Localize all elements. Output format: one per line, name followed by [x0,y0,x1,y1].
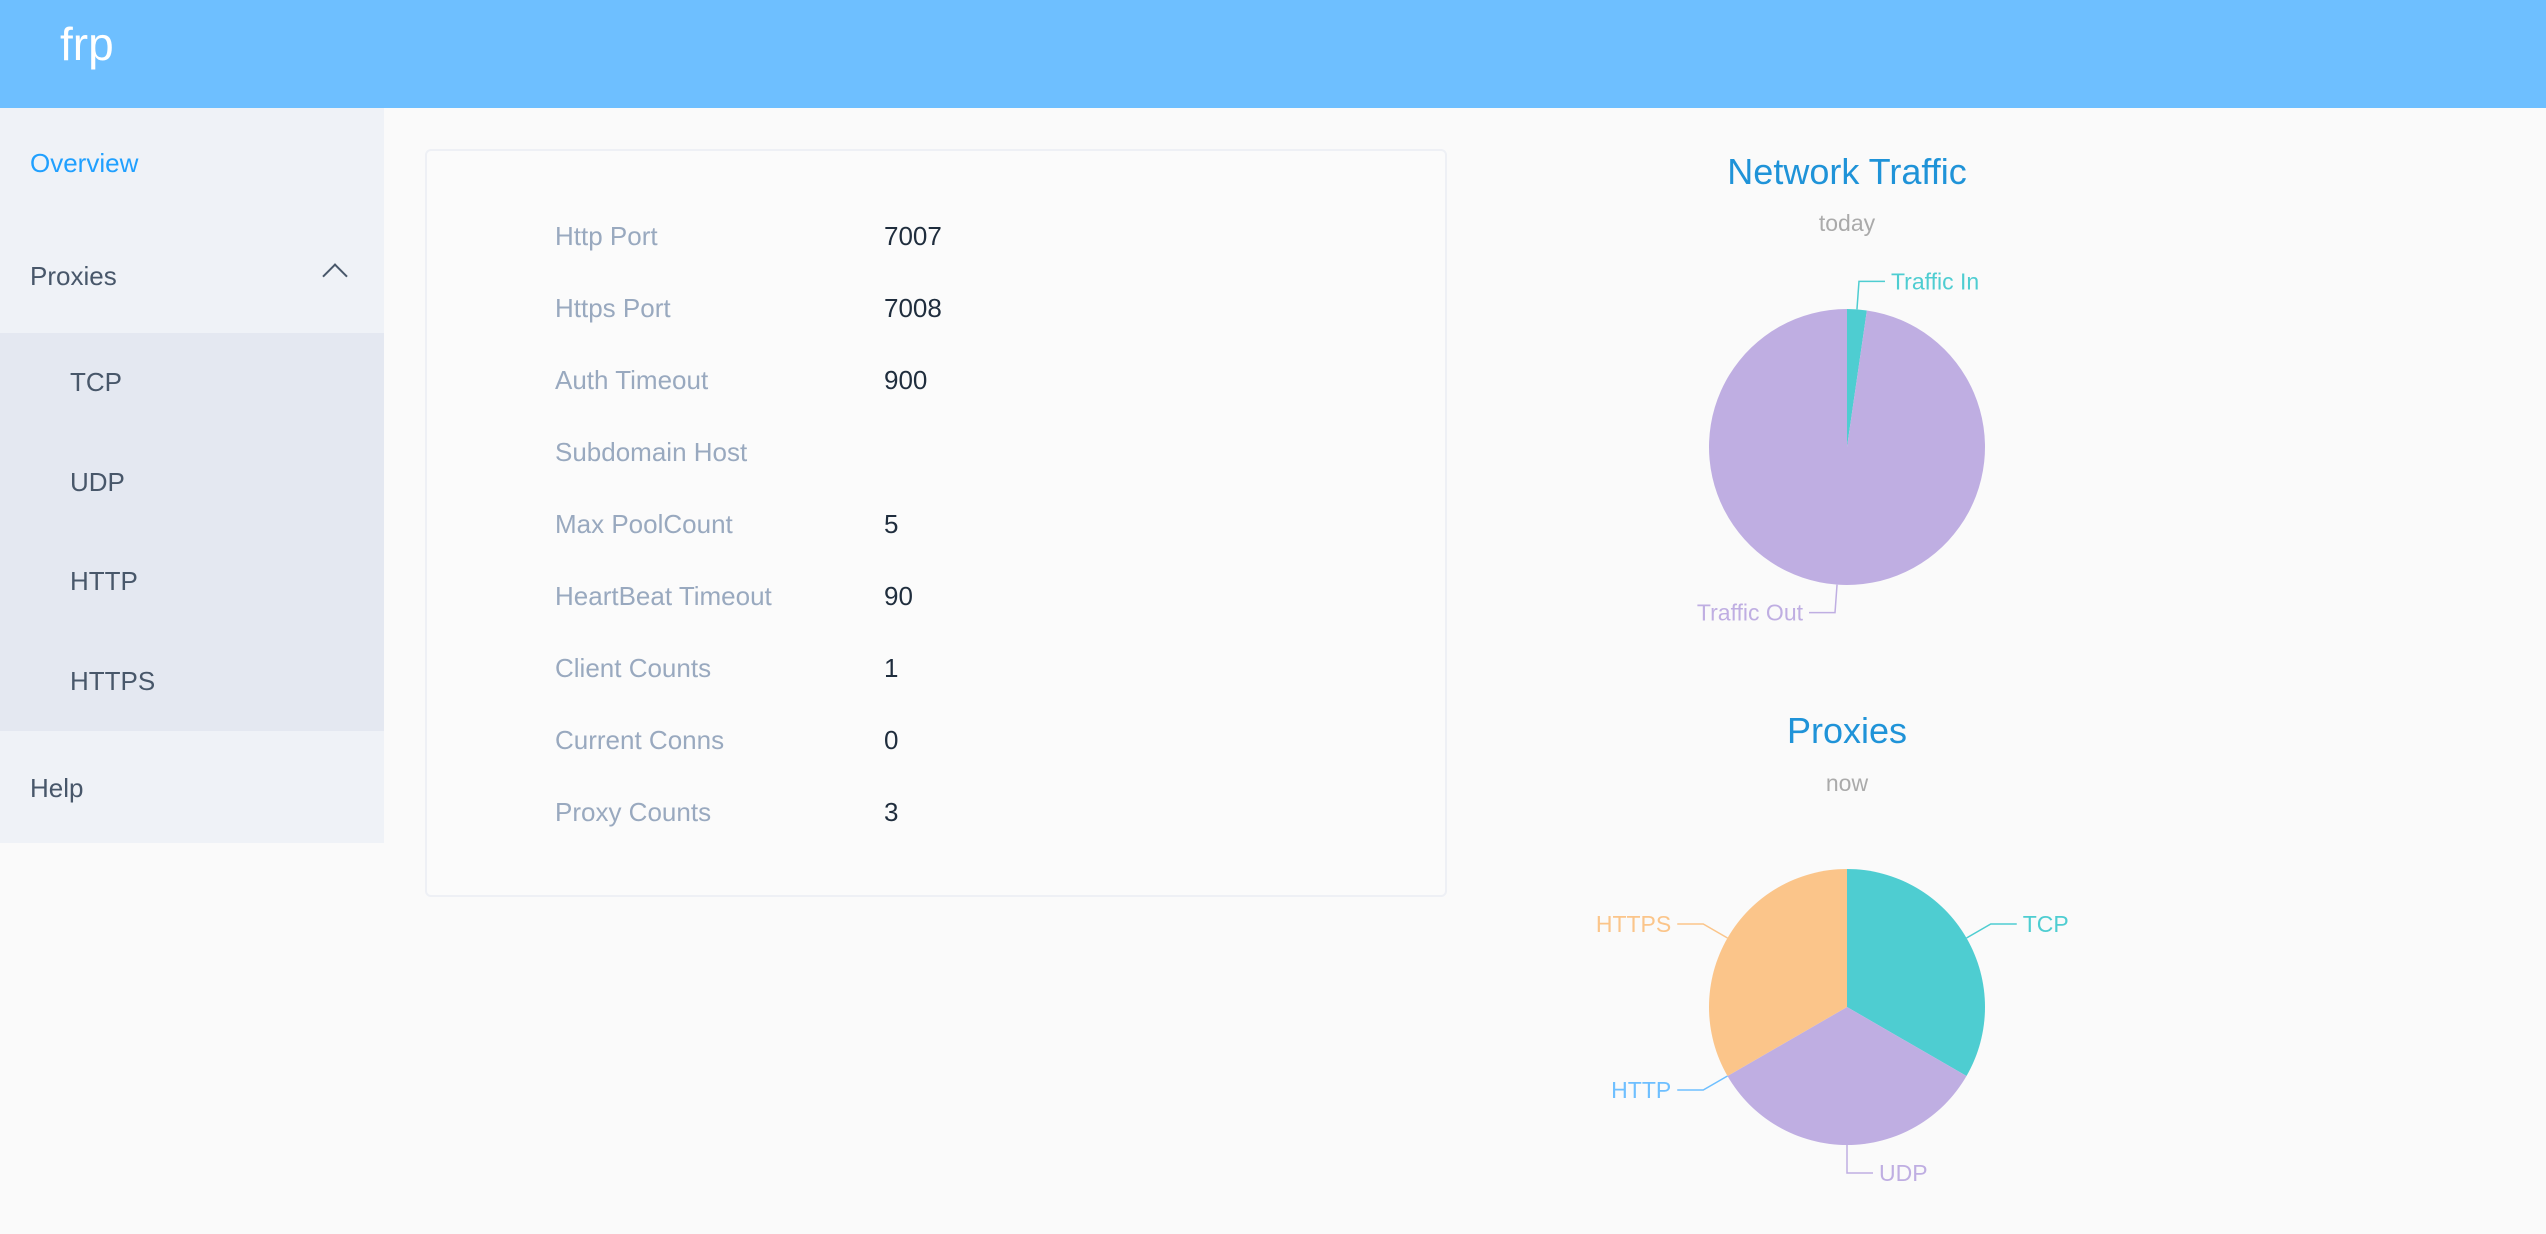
sidebar-item-tcp[interactable]: TCP [0,333,384,432]
sidebar-item-proxies[interactable]: Proxies [0,221,384,331]
proxies-submenu: TCP UDP HTTP HTTPS [0,333,384,731]
pie-label-traffic-in: Traffic In [1891,268,1979,294]
pie-slice-traffic-out[interactable] [1709,309,1985,585]
pie-slice-https[interactable] [1709,869,1847,1076]
info-value: 7008 [884,293,942,323]
info-label: Auth Timeout [555,365,709,395]
label-line-traffic-out [1809,584,1838,614]
info-label: Client Counts [555,653,712,683]
info-label: Max PoolCount [555,509,733,539]
info-value: 1 [884,653,899,683]
info-value: 90 [884,581,913,611]
sidebar-item-https[interactable]: HTTPS [0,632,384,731]
sidebar: Overview Proxies TCP UDP HTTP HTTPS Help [0,108,384,843]
label-line-tcp [1966,923,2017,939]
sidebar-item-label: Overview [30,147,139,178]
pie-label-https: HTTPS [1596,911,1671,937]
sidebar-item-overview[interactable]: Overview [0,108,384,218]
sidebar-item-label: Proxies [30,260,117,291]
info-label: Current Conns [555,725,725,755]
pie-label-udp: UDP [1879,1160,1928,1186]
info-label: HeartBeat Timeout [555,581,772,611]
label-line-http [1677,1075,1728,1091]
sidebar-item-label: UDP [70,467,125,497]
traffic-chart-subtitle: today [1818,210,1876,236]
info-label: Proxy Counts [555,797,712,827]
sidebar-item-label: TCP [70,367,122,397]
proxies-pie-chart: TCP UDP HTTP HTTPS [1596,869,2069,1186]
info-label: Https Port [555,293,671,323]
chevron-up-icon [322,263,348,289]
info-label: Http Port [555,221,658,251]
sidebar-item-udp[interactable]: UDP [0,433,384,532]
pie-slice-traffic-in[interactable] [1847,309,1867,447]
info-value: 900 [884,365,928,395]
info-label: Subdomain Host [555,437,748,467]
traffic-pie-chart: Traffic In Traffic Out [1697,268,1985,626]
server-info-card: Http Port 7007 Https Port 7008 Auth Timeou… [425,149,1447,897]
info-value: 5 [884,509,899,539]
label-line-traffic-in [1856,280,1885,310]
pie-label-traffic-out: Traffic Out [1697,600,1804,626]
pie-label-http: HTTP [1611,1077,1671,1103]
pie-slice-udp[interactable] [1727,1007,1967,1145]
top-header: frp [0,0,2546,108]
proxies-chart-title: Proxies [1786,710,1908,751]
app-logo[interactable]: frp [60,18,114,70]
proxies-chart-subtitle: now [1825,770,1869,796]
info-value: 3 [884,797,899,827]
info-value: 0 [884,725,899,755]
label-line-udp [1846,1145,1873,1174]
info-value: 7007 [884,221,942,251]
pie-label-tcp: TCP [2023,911,2069,937]
pie-slice-tcp[interactable] [1847,869,1985,1076]
label-line-https [1677,923,1728,939]
sidebar-item-label: HTTP [70,566,138,596]
sidebar-item-help[interactable]: Help [0,733,384,843]
sidebar-item-http[interactable]: HTTP [0,532,384,631]
traffic-chart-title: Network Traffic [1727,151,1967,192]
sidebar-item-label: Help [30,772,84,803]
sidebar-item-label: HTTPS [70,666,156,696]
